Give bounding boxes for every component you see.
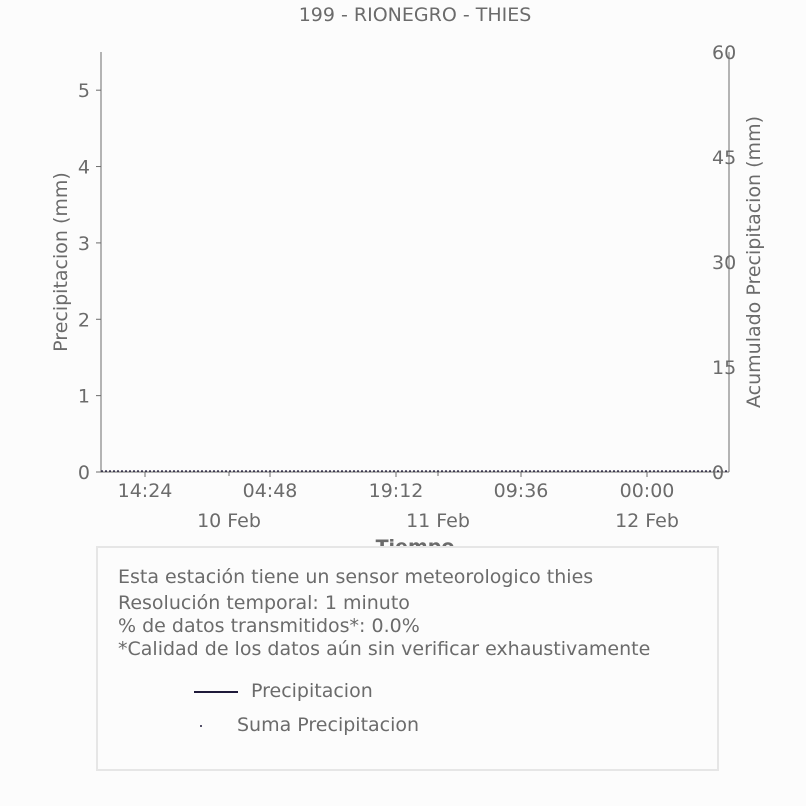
y-ticks-right: 0 15 30 45 60 [712,42,736,484]
chart-title: 199 - RIONEGRO - THIES [299,4,532,26]
legend-label-suma-precipitacion: Suma Precipitacion [237,714,420,736]
x-tick-label-time: 14:24 [118,480,173,502]
x-tick-label-date: 10 Feb [197,510,261,532]
y2-tick-label: 15 [712,357,736,379]
x-tick-label-time: 00:00 [620,480,675,502]
legend-swatch-dot [200,725,202,727]
y-ticks-left: 0 1 2 3 4 5 [78,80,101,484]
y-tick-label: 3 [78,233,90,255]
y2-tick-label: 0 [712,462,724,484]
y-tick-label: 4 [78,157,90,179]
data-transmitted-text: % de datos transmitidos*: 0.0% [118,615,420,637]
y-tick-label: 5 [78,80,90,102]
quality-note-text: *Calidad de los datos aún sin verificar … [118,638,651,660]
y2-tick-label: 45 [712,147,736,169]
x-axis-label: Tiempo [376,536,455,546]
legend-label-precipitacion: Precipitacion [251,680,373,702]
sensor-info-text: Esta estación tiene un sensor meteorolog… [118,566,594,588]
y-tick-label: 0 [78,462,90,484]
legend-swatch-line [194,691,238,693]
x-tick-label-time: 09:36 [494,480,549,502]
plot-axes [100,52,730,473]
y2-tick-label: 30 [712,252,736,274]
y-tick-label: 1 [78,386,90,408]
x-tick-label-date: 12 Feb [615,510,679,532]
x-tick-label-time: 04:48 [243,480,298,502]
y2-tick-label: 60 [712,42,736,64]
x-tick-label-time: 19:12 [369,480,424,502]
x-tick-label-date: 11 Feb [406,510,470,532]
info-legend-box: Esta estación tiene un sensor meteorolog… [96,546,719,771]
x-ticks: 14:24 04:48 19:12 09:36 00:00 10 Feb 11 Feb 12 … [118,472,679,532]
resolution-text: Resolución temporal: 1 minuto [118,592,410,614]
y-axis-label: Precipitacion (mm) [50,172,72,352]
y2-axis-label: Acumulado Precipitacion (mm) [743,116,765,408]
y-tick-label: 2 [78,309,90,331]
